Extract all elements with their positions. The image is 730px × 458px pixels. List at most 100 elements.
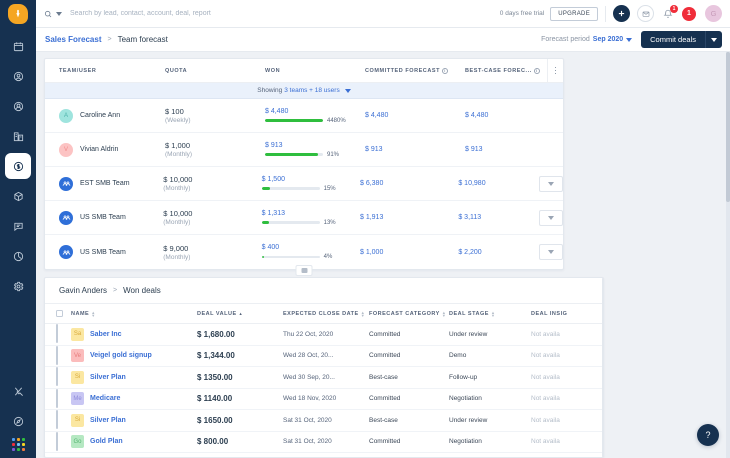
table-row[interactable]: Me Medicare $ 1140.00 Wed 18 Nov, 2020 Commi…: [45, 388, 603, 410]
column-header-forecast-category[interactable]: FORECAST CATEGORY ▲ ▼: [369, 309, 449, 318]
row-checkbox[interactable]: [45, 388, 71, 408]
deal-name-link[interactable]: Medicare: [90, 395, 121, 403]
cell-committed-forecast[interactable]: $ 1,000: [359, 248, 384, 256]
deal-name-link[interactable]: Saber Inc: [90, 330, 122, 338]
cell-committed-forecast[interactable]: $ 4,480: [365, 112, 389, 119]
expand-row-button[interactable]: [539, 209, 563, 226]
forecast-table-row[interactable]: US SMB Team $ 10,000 (Monthly) $ 1,313 13% $ …: [45, 201, 563, 235]
app-logo-icon[interactable]: [8, 4, 28, 24]
column-header-won[interactable]: WON: [265, 67, 281, 74]
forecast-table-options[interactable]: [547, 58, 563, 83]
forecast-table-row[interactable]: US SMB Team $ 9,000 (Monthly) $ 400 4% $ 1,00…: [45, 235, 563, 269]
upgrade-button[interactable]: UPGRADE: [550, 6, 598, 21]
alerts-badge-button[interactable]: 1: [682, 6, 696, 21]
table-row[interactable]: Go Gold Plan $ 800.00 Sat 31 Oct, 2020 Commi…: [45, 431, 603, 453]
row-checkbox[interactable]: [45, 431, 71, 451]
sort-arrows-icon[interactable]: ▲ ▼: [360, 309, 366, 318]
mail-button[interactable]: [637, 5, 654, 22]
sidebar-item-conversations[interactable]: [5, 213, 31, 239]
deal-name-link[interactable]: Veigel gold signup: [90, 352, 152, 360]
panel-collapse-handle[interactable]: [295, 265, 313, 276]
sidebar-item-explore[interactable]: [5, 408, 31, 434]
sort-ascending-icon[interactable]: ▲: [238, 311, 244, 316]
sort-arrows-icon[interactable]: ▲ ▼: [441, 309, 447, 318]
column-header-deal-insights[interactable]: DEAL INSIG: [531, 310, 568, 317]
team-user-name[interactable]: EST SMB Team: [80, 180, 130, 187]
search-scope-chevron-down-icon[interactable]: [56, 11, 62, 16]
won-value[interactable]: $ 1,500: [261, 175, 285, 183]
row-checkbox[interactable]: [45, 367, 71, 387]
row-checkbox[interactable]: [45, 410, 71, 430]
page-scrollbar-thumb[interactable]: [726, 52, 730, 202]
team-user-name[interactable]: Vivian Aldrin: [80, 146, 119, 153]
deal-name-link[interactable]: Silver Plan: [90, 373, 126, 381]
cell-best-case-forecast[interactable]: $ 913: [465, 146, 483, 153]
forecast-table-row[interactable]: V Vivian Aldrin $ 1,000 (Monthly) $ 913 91% $ …: [45, 133, 563, 167]
team-user-name[interactable]: Caroline Ann: [80, 112, 121, 119]
sidebar-item-phone-slash[interactable]: [5, 378, 31, 404]
column-header-quota[interactable]: QUOTA: [165, 67, 188, 74]
cell-best-case-forecast[interactable]: $ 10,980: [458, 180, 486, 187]
forecast-period-chevron-down-icon[interactable]: [626, 37, 633, 42]
column-header-expected-close-date[interactable]: EXPECTED CLOSE DATE ▲ ▼: [283, 309, 369, 318]
column-header-committed-forecast[interactable]: COMMITTED FORECAST i: [365, 67, 465, 74]
table-row[interactable]: Sa Saber Inc $ 1,680.00 Thu 22 Oct, 2020 Com…: [45, 324, 603, 346]
won-value[interactable]: $ 4,480: [265, 107, 289, 115]
cell-best-case-forecast[interactable]: $ 2,200: [458, 248, 482, 256]
sidebar-item-contacts[interactable]: [5, 93, 31, 119]
help-button[interactable]: ?: [697, 424, 719, 446]
column-header-team-user[interactable]: TEAM/USER: [59, 67, 97, 74]
sidebar-item-products[interactable]: [5, 183, 31, 209]
forecast-table-row[interactable]: A Caroline Ann $ 100 (Weekly) $ 4,480 4480% $ …: [45, 99, 563, 133]
column-header-best-case-forecast[interactable]: BEST-CASE FOREC... i: [465, 67, 547, 74]
forecast-table-row[interactable]: EST SMB Team $ 10,000 (Monthly) $ 1,500 15% $…: [45, 167, 563, 201]
won-value[interactable]: $ 913: [265, 141, 283, 149]
cell-committed-forecast[interactable]: $ 913: [365, 146, 383, 153]
deal-name-link[interactable]: Silver Plan: [90, 416, 126, 424]
sidebar-item-leads[interactable]: [5, 63, 31, 89]
won-value[interactable]: $ 400: [261, 244, 280, 251]
cell-committed-forecast[interactable]: $ 1,913: [359, 214, 384, 221]
commit-deals-chevron-down-icon[interactable]: [706, 31, 722, 48]
apps-grid-icon[interactable]: [11, 438, 25, 451]
info-icon[interactable]: i: [533, 67, 540, 74]
sidebar-item-settings[interactable]: [5, 273, 31, 299]
add-new-button[interactable]: [613, 5, 630, 22]
notifications-button[interactable]: 1: [663, 4, 678, 19]
table-row[interactable]: Ve Veigel gold signup $ 1,344.00 Wed 28 Oct…: [45, 345, 603, 367]
select-all-checkbox[interactable]: [45, 310, 71, 317]
table-row[interactable]: Si Silver Plan $ 1650.00 Sat 31 Oct, 2020 Be…: [45, 410, 603, 432]
sort-arrows-icon[interactable]: ▲ ▼: [91, 309, 96, 318]
showing-chevron-down-icon[interactable]: [344, 88, 351, 93]
column-header-deal-value[interactable]: DEAL VALUE ▲: [197, 311, 283, 317]
breadcrumb-root-link[interactable]: Sales Forecast: [45, 35, 102, 44]
team-user-name[interactable]: US SMB Team: [80, 214, 126, 221]
sidebar-item-deals[interactable]: [5, 153, 31, 179]
expand-row-button[interactable]: [539, 175, 563, 192]
column-header-name[interactable]: NAME ▲ ▼: [71, 309, 197, 318]
page-scrollbar[interactable]: [726, 52, 730, 458]
cell-committed-forecast[interactable]: $ 6,380: [359, 180, 384, 187]
expand-row-button[interactable]: [539, 244, 563, 260]
cell-best-case-forecast[interactable]: $ 4,480: [465, 112, 489, 119]
team-user-name[interactable]: US SMB Team: [80, 248, 126, 256]
sidebar-item-accounts[interactable]: [5, 123, 31, 149]
table-row[interactable]: Si Silver Plan $ 1350.00 Wed 30 Sep, 20... B…: [45, 367, 603, 389]
column-header-deal-stage[interactable]: DEAL STAGE ▲ ▼: [449, 309, 531, 318]
deal-name-link[interactable]: Gold Plan: [90, 438, 123, 446]
won-value[interactable]: $ 1,313: [261, 209, 285, 217]
forecast-period-value[interactable]: Sep 2020: [592, 36, 624, 43]
showing-summary-bar[interactable]: Showing 3 teams + 18 users: [45, 83, 563, 99]
cell-best-case-forecast[interactable]: $ 3,113: [458, 214, 482, 221]
global-search[interactable]: [44, 10, 500, 18]
commit-deals-button[interactable]: Commit deals: [641, 31, 722, 48]
sidebar-item-reports[interactable]: [5, 243, 31, 269]
search-input[interactable]: [70, 10, 330, 17]
user-avatar[interactable]: G: [705, 5, 722, 22]
kebab-menu-icon[interactable]: [554, 66, 557, 75]
sort-arrows-icon[interactable]: ▲ ▼: [490, 309, 496, 318]
sidebar-item-calendar[interactable]: [5, 33, 31, 59]
showing-value[interactable]: 3 teams + 18 users: [284, 87, 340, 94]
row-checkbox[interactable]: [45, 324, 71, 344]
deals-owner-name[interactable]: Gavin Anders: [59, 286, 108, 295]
